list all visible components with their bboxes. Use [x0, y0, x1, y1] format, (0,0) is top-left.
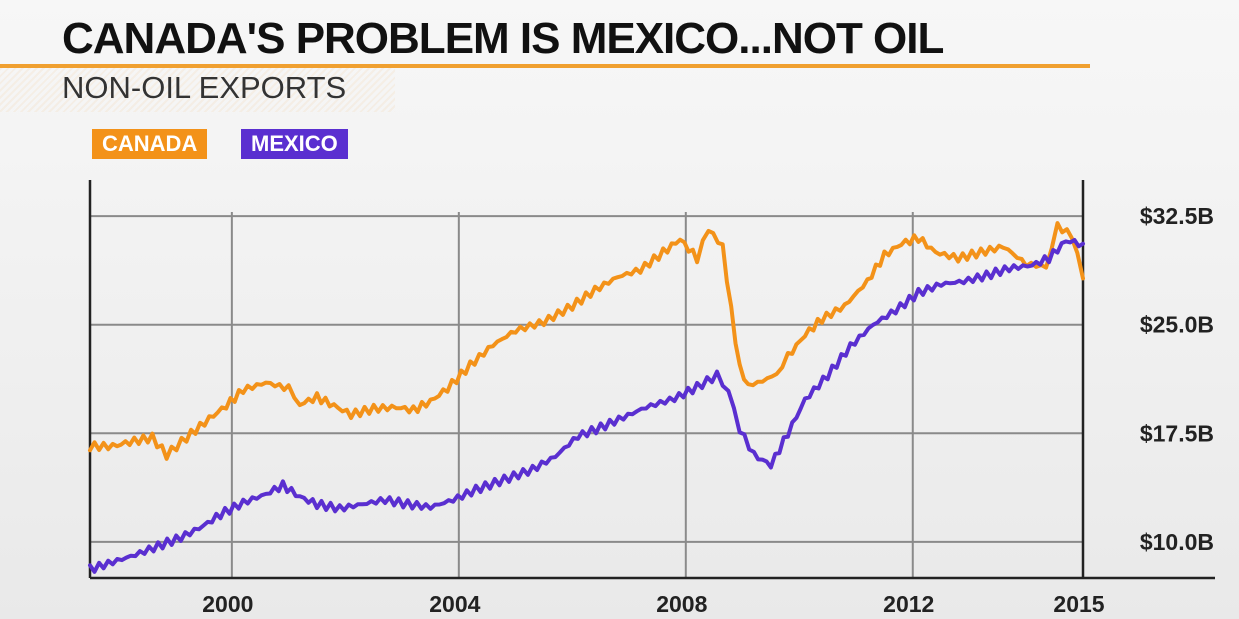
series-line-mexico [88, 238, 1085, 574]
chart-subtitle: NON-OIL EXPORTS [62, 70, 347, 105]
legend-mexico: MEXICO [241, 129, 348, 159]
chart-title: CANADA'S PROBLEM IS MEXICO...NOT OIL [62, 14, 944, 63]
x-tick-label: 2000 [202, 591, 253, 617]
y-tick-label: $25.0B [1140, 312, 1214, 338]
x-tick-label: 2004 [429, 591, 480, 617]
subtitle-band [0, 68, 395, 112]
y-tick-label: $32.5B [1140, 203, 1214, 229]
x-tick-label: 2008 [656, 591, 707, 617]
title-rule [0, 64, 1090, 68]
x-tick-label: 2015 [1053, 591, 1104, 617]
series-line-canada [88, 221, 1085, 461]
y-tick-label: $17.5B [1140, 420, 1214, 446]
x-tick-label: 2012 [883, 591, 934, 617]
y-tick-label: $10.0B [1140, 529, 1214, 555]
legend-canada: CANADA [92, 129, 208, 159]
